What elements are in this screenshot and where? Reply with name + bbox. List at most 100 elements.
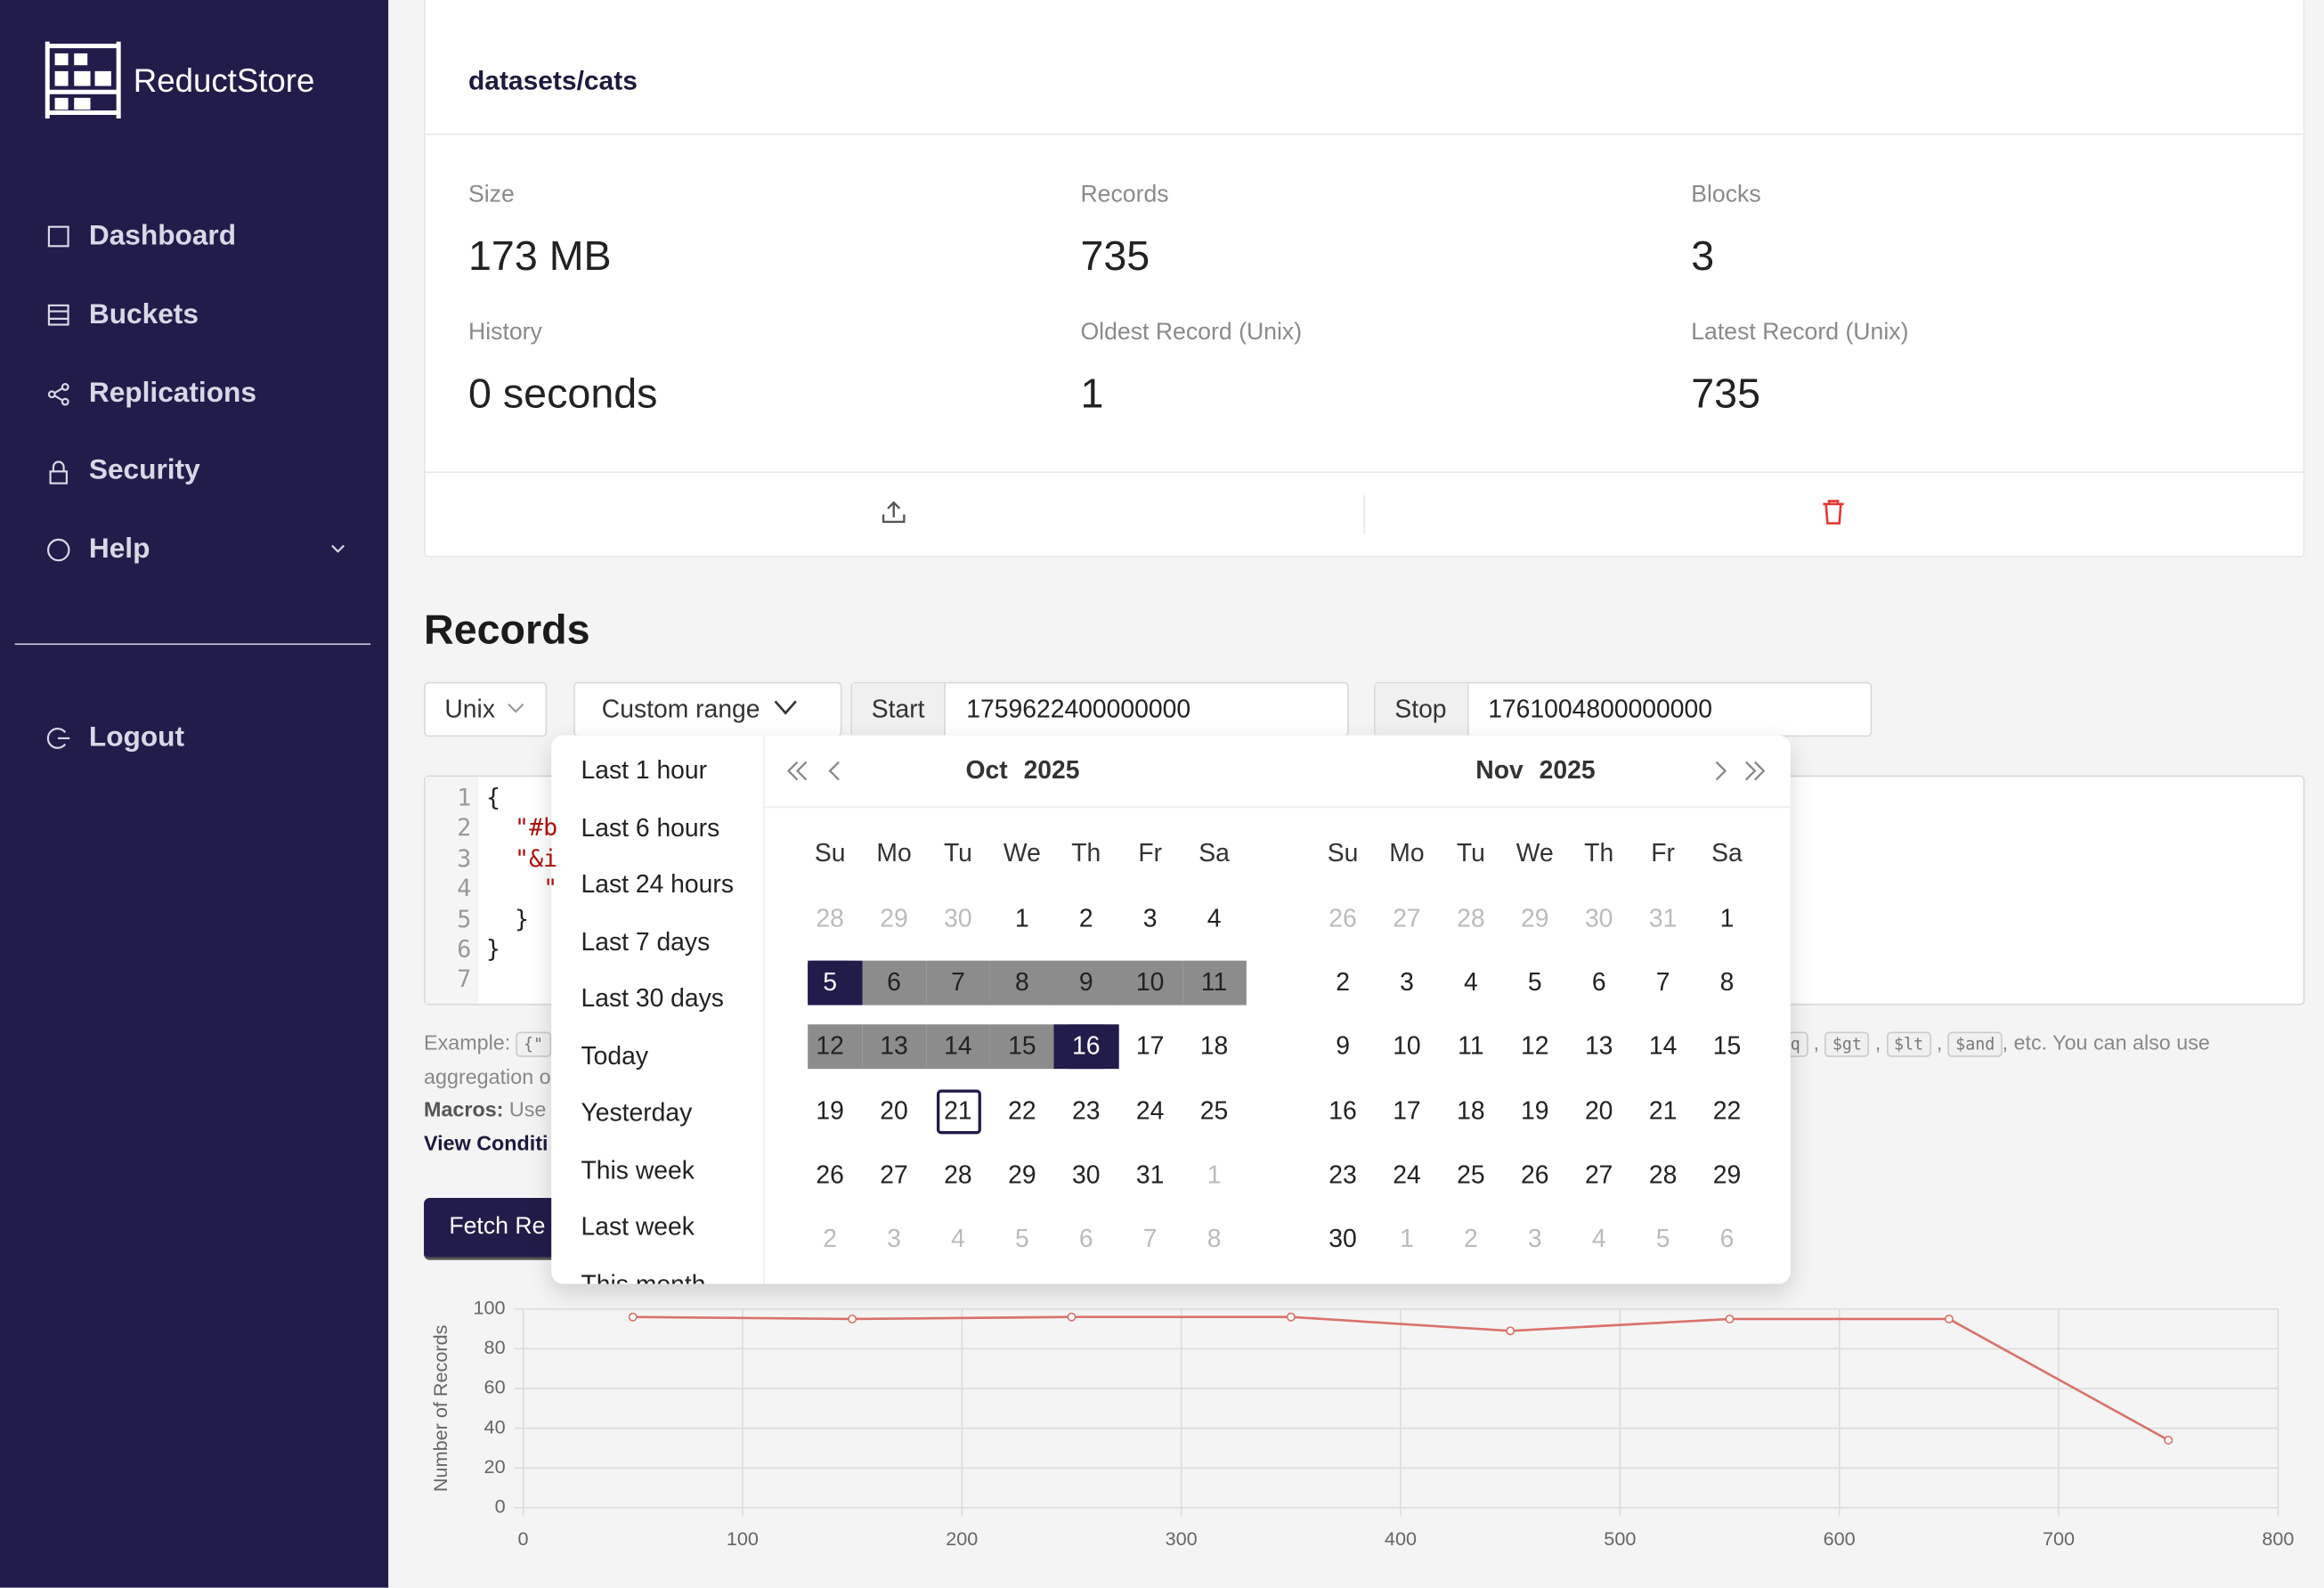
day[interactable]: 29 [1008, 1160, 1036, 1189]
nav-item[interactable]: Logout [88, 721, 185, 753]
nav-item[interactable]: Dashboard [88, 221, 237, 252]
day[interactable]: 26 [1329, 904, 1357, 932]
day[interactable]: 3 [1527, 1224, 1542, 1253]
day[interactable]: 15 [1712, 1032, 1742, 1061]
preset[interactable]: Today [581, 1041, 649, 1070]
day[interactable]: 2 [1078, 904, 1093, 932]
day[interactable]: 29 [1712, 1160, 1742, 1189]
day[interactable]: 4 [951, 1224, 965, 1253]
day[interactable]: 12 [1521, 1032, 1549, 1061]
day[interactable]: 14 [944, 1032, 972, 1061]
preset[interactable]: Yesterday [581, 1098, 693, 1128]
day[interactable]: 11 [1458, 1032, 1484, 1061]
day[interactable]: 20 [880, 1096, 908, 1125]
day[interactable]: 17 [1135, 1032, 1165, 1061]
day[interactable]: 5 [1527, 968, 1542, 997]
day[interactable]: 19 [1521, 1096, 1549, 1125]
preset[interactable]: Last week [581, 1212, 695, 1242]
day[interactable]: 28 [1648, 1160, 1678, 1189]
day[interactable]: 30 [1584, 904, 1613, 932]
day[interactable]: 24 [1135, 1096, 1165, 1125]
day[interactable]: 29 [1521, 904, 1549, 932]
day[interactable]: 18 [1199, 1032, 1229, 1061]
day[interactable]: 26 [1521, 1160, 1549, 1189]
day[interactable]: 13 [880, 1032, 908, 1061]
day[interactable]: 20 [1584, 1096, 1613, 1125]
day[interactable]: 8 [1207, 1224, 1222, 1253]
day[interactable]: 2 [1336, 968, 1350, 997]
day[interactable]: 8 [1014, 968, 1029, 997]
day[interactable]: 26 [816, 1160, 844, 1189]
day[interactable]: 6 [1078, 1224, 1093, 1253]
day[interactable]: 27 [1584, 1160, 1613, 1189]
day[interactable]: 28 [816, 904, 844, 932]
day[interactable]: 1 [1400, 1224, 1414, 1253]
month-nav[interactable] [776, 756, 1784, 786]
day[interactable]: 7 [1655, 968, 1670, 997]
day[interactable]: 30 [1329, 1224, 1357, 1253]
day[interactable]: 22 [1712, 1096, 1742, 1125]
day[interactable]: 28 [944, 1160, 972, 1189]
day[interactable]: 25 [1457, 1160, 1485, 1189]
day[interactable]: 1 [1207, 1160, 1222, 1189]
format-select[interactable] [424, 681, 548, 737]
day[interactable]: 9 [1078, 968, 1093, 997]
nav-item[interactable]: Help [88, 533, 150, 566]
preset[interactable]: Last 6 hours [581, 813, 720, 842]
day[interactable]: 10 [1393, 1032, 1421, 1061]
day[interactable]: 3 [1142, 904, 1158, 932]
preset[interactable]: This month [581, 1269, 706, 1284]
day[interactable]: 27 [880, 1160, 908, 1189]
day[interactable]: 17 [1393, 1096, 1421, 1125]
delete-icon[interactable] [1822, 500, 1846, 525]
nav-item[interactable]: Buckets [88, 299, 199, 331]
upload-icon[interactable] [882, 500, 906, 525]
day[interactable]: 25 [1199, 1096, 1229, 1125]
preset[interactable]: Last 1 hour [581, 755, 708, 785]
preset[interactable]: This week [581, 1155, 695, 1185]
day[interactable]: 22 [1008, 1096, 1036, 1125]
day[interactable]: 4 [1463, 968, 1478, 997]
day[interactable]: 29 [880, 904, 908, 932]
day[interactable]: 28 [1457, 904, 1485, 932]
day[interactable]: 11 [1200, 968, 1228, 997]
day[interactable]: 6 [1591, 968, 1606, 997]
day[interactable]: 21 [944, 1096, 972, 1125]
day[interactable]: 18 [1457, 1096, 1485, 1125]
day[interactable]: 3 [887, 1224, 901, 1253]
day[interactable]: 9 [1336, 1032, 1350, 1061]
day[interactable]: 1 [1719, 904, 1735, 932]
preset[interactable]: Last 24 hours [581, 870, 734, 899]
day[interactable]: 13 [1584, 1032, 1613, 1061]
day[interactable]: 4 [1591, 1224, 1606, 1253]
day[interactable]: 8 [1719, 968, 1735, 997]
preset[interactable]: Last 7 days [581, 927, 711, 956]
day[interactable]: 30 [1072, 1160, 1101, 1189]
day[interactable]: 31 [1135, 1160, 1165, 1189]
day[interactable]: 14 [1648, 1032, 1678, 1061]
day[interactable]: 10 [1135, 968, 1165, 997]
day[interactable]: 6 [1719, 1224, 1735, 1253]
day[interactable]: 27 [1393, 904, 1421, 932]
day[interactable]: 31 [1648, 904, 1678, 932]
day[interactable]: 16 [1072, 1032, 1101, 1061]
day[interactable]: 2 [823, 1224, 838, 1253]
preset[interactable]: Last 30 days [581, 984, 724, 1013]
day[interactable]: 23 [1072, 1096, 1101, 1125]
day[interactable]: 24 [1393, 1160, 1421, 1189]
day[interactable]: 7 [951, 968, 965, 997]
day[interactable]: 5 [1655, 1224, 1670, 1253]
day[interactable]: 15 [1008, 1032, 1036, 1061]
day[interactable]: 23 [1329, 1160, 1357, 1189]
day[interactable]: 19 [816, 1096, 844, 1125]
day[interactable]: 5 [823, 968, 838, 997]
day[interactable]: 3 [1400, 968, 1414, 997]
day[interactable]: 4 [1207, 904, 1222, 932]
day[interactable]: 5 [1014, 1224, 1029, 1253]
day[interactable]: 30 [944, 904, 972, 932]
nav-item[interactable]: Security [88, 455, 200, 486]
day[interactable]: 12 [816, 1032, 844, 1061]
day[interactable]: 21 [1648, 1096, 1678, 1125]
day[interactable]: 1 [1014, 904, 1029, 932]
day[interactable]: 6 [887, 968, 901, 997]
